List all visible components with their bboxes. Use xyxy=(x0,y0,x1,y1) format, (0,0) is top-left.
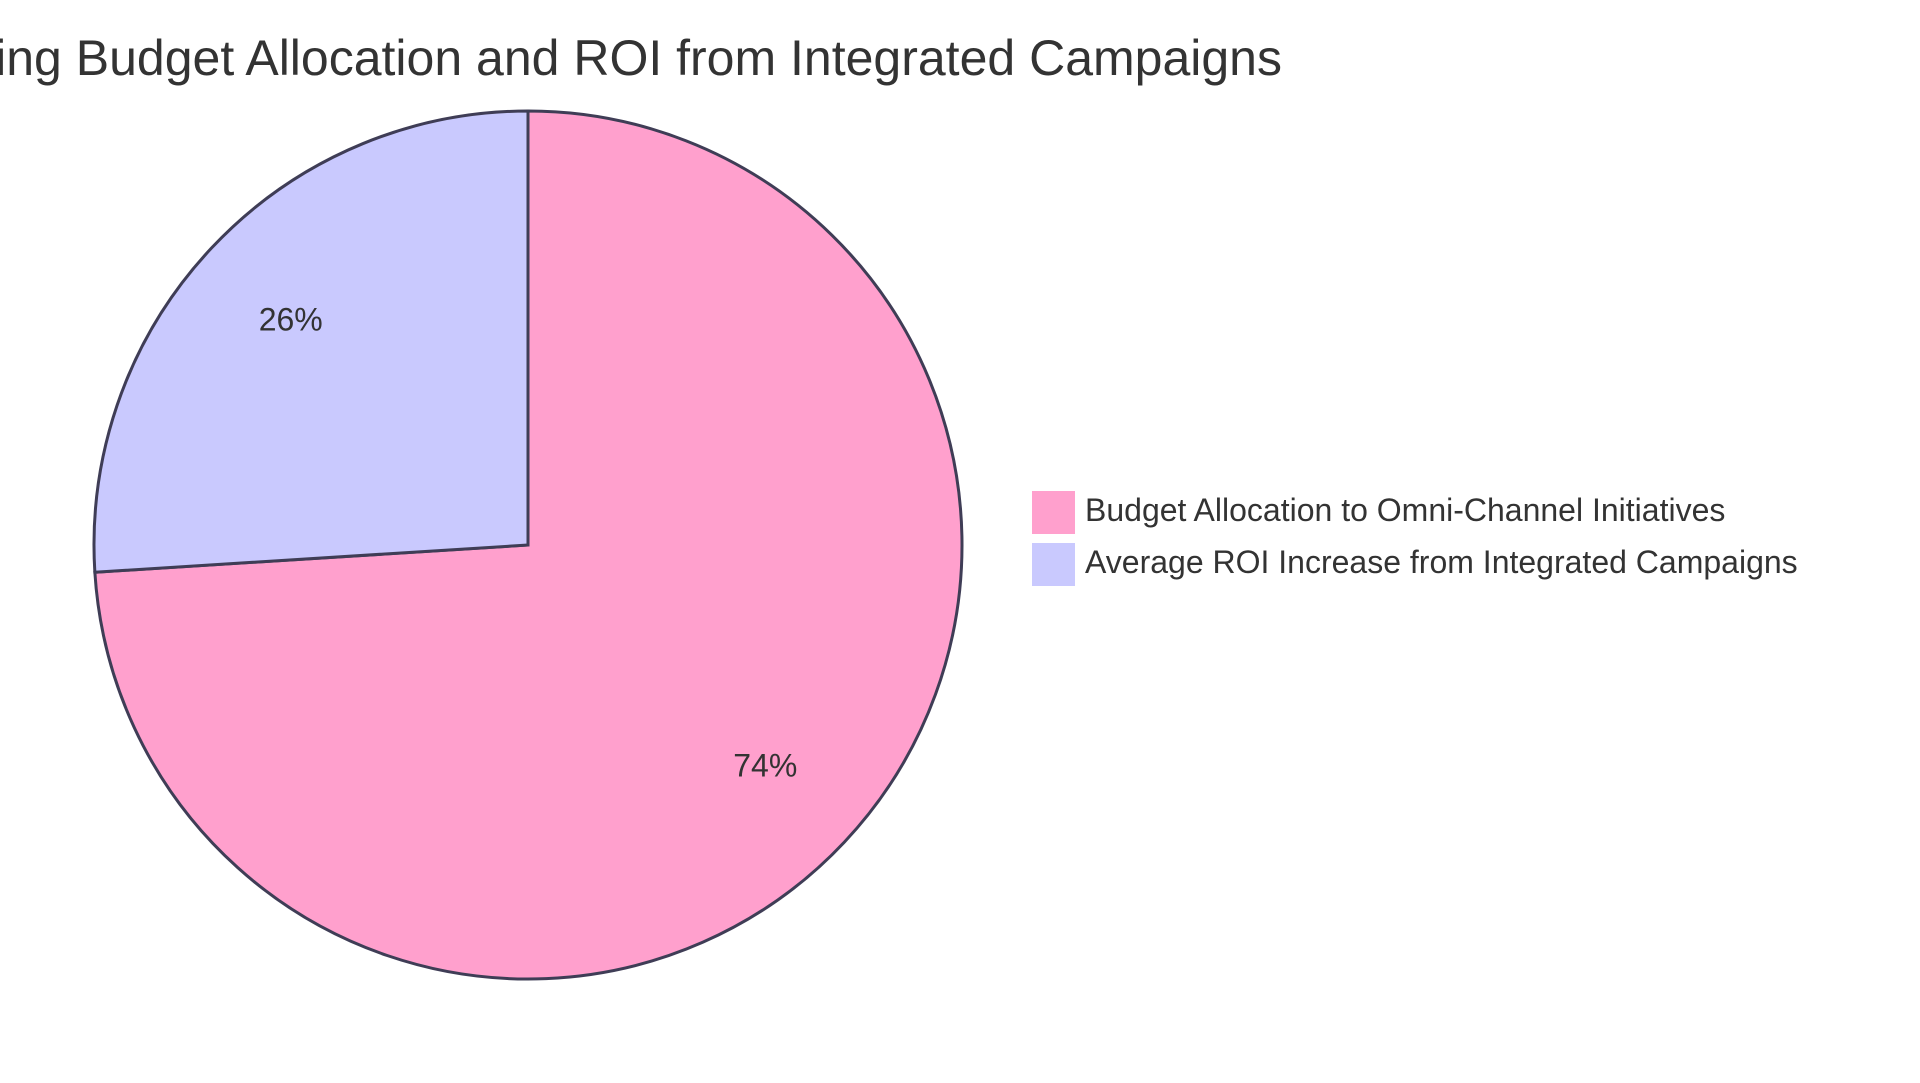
legend-label-2: Average ROI Increase from Integrated Cam… xyxy=(1085,544,1798,580)
slice-label-2: 26% xyxy=(259,302,323,338)
pie-slice-2 xyxy=(92,109,530,574)
slice-label-1: 74% xyxy=(733,747,797,783)
legend: Budget Allocation to Omni-Channel Initia… xyxy=(1032,491,1798,586)
chart-title: Distribution of Marketing Budget Allocat… xyxy=(0,30,1282,86)
slice-labels: 74% 26% xyxy=(259,302,798,784)
legend-label-1: Budget Allocation to Omni-Channel Initia… xyxy=(1085,492,1725,528)
legend-swatch-1 xyxy=(1032,491,1075,534)
pie-slices xyxy=(92,109,964,981)
legend-swatch-2 xyxy=(1032,543,1075,586)
